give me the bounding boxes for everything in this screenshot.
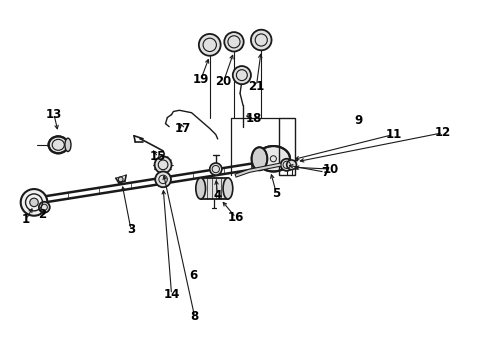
Text: 2: 2 — [38, 208, 46, 221]
Text: 1: 1 — [22, 213, 30, 226]
Circle shape — [155, 156, 172, 173]
Ellipse shape — [65, 138, 71, 152]
Text: 7: 7 — [321, 166, 329, 179]
Circle shape — [281, 159, 293, 171]
Text: 14: 14 — [163, 288, 180, 301]
Text: 13: 13 — [46, 108, 62, 121]
Circle shape — [199, 34, 221, 56]
Circle shape — [21, 189, 48, 216]
Text: 10: 10 — [323, 163, 339, 176]
Ellipse shape — [251, 147, 268, 170]
Text: 8: 8 — [191, 310, 199, 323]
Text: 15: 15 — [150, 150, 167, 163]
Ellipse shape — [223, 178, 233, 199]
Circle shape — [118, 177, 123, 182]
Bar — [279, 118, 294, 175]
Text: 5: 5 — [272, 187, 280, 200]
Text: 11: 11 — [385, 128, 401, 141]
Circle shape — [224, 32, 244, 51]
Text: 6: 6 — [189, 269, 197, 282]
Ellipse shape — [292, 161, 303, 169]
Circle shape — [251, 30, 271, 50]
Text: 3: 3 — [127, 223, 135, 236]
Text: 20: 20 — [216, 75, 232, 88]
Circle shape — [39, 202, 50, 213]
Bar — [200, 178, 228, 199]
Text: 4: 4 — [214, 189, 222, 202]
Text: 16: 16 — [228, 211, 244, 224]
Circle shape — [287, 160, 296, 170]
Ellipse shape — [49, 136, 68, 153]
Text: 9: 9 — [354, 114, 362, 127]
Text: 12: 12 — [435, 126, 451, 139]
Circle shape — [30, 198, 38, 207]
Text: 19: 19 — [193, 73, 209, 86]
Circle shape — [233, 66, 251, 84]
Text: 17: 17 — [174, 122, 191, 135]
Text: 18: 18 — [246, 112, 262, 125]
Circle shape — [155, 171, 171, 187]
Ellipse shape — [196, 178, 205, 199]
Ellipse shape — [257, 146, 290, 171]
Circle shape — [210, 163, 222, 175]
Text: 21: 21 — [248, 80, 265, 93]
